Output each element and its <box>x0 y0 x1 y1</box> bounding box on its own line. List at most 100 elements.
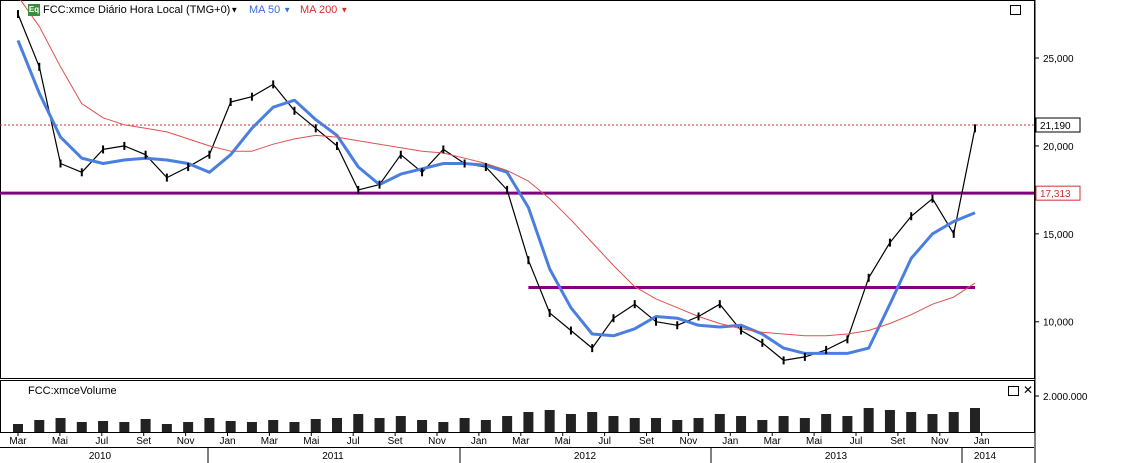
year-label: 2014 <box>974 451 997 462</box>
x-tick-label: Mai <box>52 436 68 447</box>
volume-bar <box>906 412 917 432</box>
y-tick-label: 20,000 <box>1043 142 1074 153</box>
price-level-box <box>1035 185 1081 201</box>
volume-panel-frame <box>0 380 1035 433</box>
x-tick-label: Mar <box>9 436 27 447</box>
x-tick-label: Set <box>639 436 654 447</box>
chevron-down-icon: ▼ <box>340 5 349 15</box>
volume-bar <box>332 418 342 432</box>
volume-bar <box>544 410 555 432</box>
close-icon[interactable]: ✕ <box>1023 383 1034 397</box>
volume-bar <box>225 421 236 432</box>
volume-bar <box>970 408 980 432</box>
chart-title-menu[interactable]: FCC:xmce Diário Hora Local (TMG+0)▼ <box>43 4 238 16</box>
x-tick-label: Jul <box>347 436 360 447</box>
volume-bar <box>608 416 619 432</box>
volume-bar <box>693 418 704 432</box>
volume-bar <box>119 422 130 432</box>
volume-bar <box>821 414 832 432</box>
volume-bar <box>438 422 449 432</box>
x-tick-label: Jan <box>471 436 487 447</box>
equity-badge: Eq <box>28 4 40 16</box>
y-tick-label: 25,000 <box>1043 54 1074 65</box>
volume-bar <box>799 418 810 432</box>
ma200-line <box>19 0 976 337</box>
ma200-menu[interactable]: MA 200 ▼ <box>300 4 348 16</box>
volume-bar <box>523 412 534 432</box>
volume-bar <box>310 419 321 432</box>
x-tick-label: Jan <box>974 436 990 447</box>
volume-bar <box>757 420 768 432</box>
x-tick-label: Jan <box>219 436 235 447</box>
y-tick-label: 15,000 <box>1043 230 1074 241</box>
volume-bar <box>459 418 470 432</box>
x-tick-label: Nov <box>680 436 698 447</box>
x-tick-label: Nov <box>177 436 195 447</box>
volume-bar <box>480 420 491 432</box>
volume-bar <box>651 418 661 432</box>
x-tick-label: Nov <box>428 436 446 447</box>
x-tick-label: Mar <box>261 436 279 447</box>
volume-bar <box>204 418 215 432</box>
price-level-label: 21,190 <box>1040 121 1071 132</box>
year-label: 2012 <box>574 451 597 462</box>
ma50-label: MA 50 <box>249 4 281 16</box>
volume-bar <box>246 422 257 432</box>
volume-bar <box>502 416 513 432</box>
volume-bar <box>140 419 151 432</box>
x-tick-label: Mai <box>555 436 571 447</box>
chevron-down-icon: ▼ <box>283 5 292 15</box>
x-tick-label: Jul <box>95 436 108 447</box>
x-tick-label: Mar <box>764 436 782 447</box>
volume-bar <box>13 424 23 432</box>
volume-bar <box>34 420 45 432</box>
volume-bar <box>289 422 300 432</box>
ma200-label: MA 200 <box>300 4 338 16</box>
volume-bar <box>395 416 406 432</box>
x-tick-label: Mai <box>806 436 822 447</box>
volume-bar <box>736 416 747 432</box>
volume-bar <box>268 420 279 432</box>
volume-tick-label: 2.000.000 <box>1043 392 1088 403</box>
volume-bar <box>884 410 895 432</box>
price-line <box>17 13 976 361</box>
x-tick-label: Nov <box>931 436 949 447</box>
price-level-box <box>1035 117 1081 133</box>
x-tick-label: Jul <box>850 436 863 447</box>
volume-bar <box>565 414 576 432</box>
year-label: 2011 <box>322 451 344 462</box>
volume-bar <box>374 418 385 432</box>
chevron-down-icon: ▼ <box>230 5 239 15</box>
volume-bar <box>76 422 87 432</box>
ma50-line <box>16 39 976 355</box>
volume-bar <box>927 414 938 432</box>
volume-bar <box>948 412 959 432</box>
volume-bar <box>778 416 789 432</box>
price-level-label: 17,313 <box>1040 189 1071 200</box>
x-tick-label: Mar <box>512 436 530 447</box>
x-tick-label: Set <box>136 436 151 447</box>
maximize-icon[interactable] <box>1010 5 1021 15</box>
ma50-menu[interactable]: MA 50 ▼ <box>249 4 291 16</box>
year-label: 2010 <box>89 451 112 462</box>
volume-bar <box>587 412 598 432</box>
volume-bar <box>55 418 66 432</box>
volume-bar <box>417 420 428 432</box>
volume-bar <box>714 414 725 432</box>
chart-title: FCC:xmce Diário Hora Local (TMG+0) <box>43 4 231 16</box>
y-tick-label: 10,000 <box>1043 318 1074 329</box>
year-label: 2013 <box>825 451 848 462</box>
x-tick-label: Jul <box>598 436 611 447</box>
maximize-icon[interactable] <box>1008 386 1019 396</box>
volume-panel-title: FCC:xmceVolume <box>28 385 117 397</box>
x-tick-label: Set <box>890 436 905 447</box>
volume-bar <box>98 421 109 432</box>
volume-bar <box>672 420 683 432</box>
x-tick-label: Set <box>388 436 403 447</box>
volume-bar <box>629 418 640 432</box>
x-tick-label: Jan <box>722 436 738 447</box>
x-tick-label: Mai <box>303 436 319 447</box>
volume-bar <box>863 408 874 432</box>
volume-bar <box>161 424 172 432</box>
